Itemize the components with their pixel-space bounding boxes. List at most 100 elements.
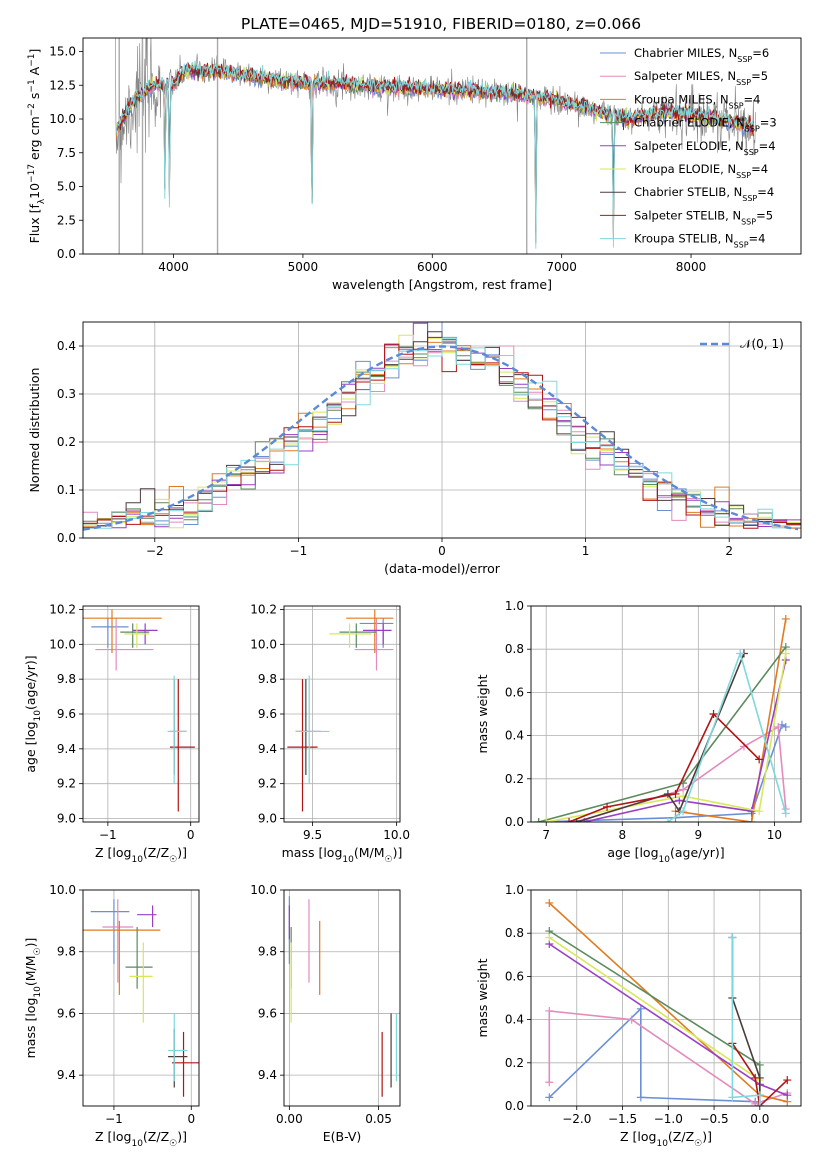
axes-frame: [82, 605, 200, 823]
axes-frame: [530, 889, 802, 1107]
plus-marker: [603, 802, 612, 811]
y-tick-label: 9.0: [57, 812, 76, 826]
x-tick-label: 8000: [676, 260, 707, 274]
legend-entry: Chabrier STELIB, NSSP=4: [634, 185, 774, 203]
y-tick-label: 0.0: [57, 531, 76, 545]
y-tick-label: 12.5: [49, 78, 76, 92]
y-tick-label: 1.0: [505, 599, 524, 613]
plus-marker: [751, 1073, 760, 1082]
y-tick-label: 0.0: [57, 247, 76, 261]
plus-marker: [783, 1076, 792, 1085]
y-tick-label: 9.2: [258, 777, 277, 791]
plus-marker: [783, 1091, 792, 1100]
x-tick-label: 6000: [417, 260, 448, 274]
plus-marker: [781, 649, 790, 658]
plus-marker: [542, 818, 551, 822]
y-axis-label: mass weight: [475, 674, 490, 753]
spectrum-legend: Chabrier MILES, NSSP=6 Salpeter MILES, NS…: [600, 46, 777, 249]
massweight-line: [667, 650, 787, 822]
age-vs-metallicity-panel: −1 09.09.29.49.69.810.010.2Z [log10(Z/Z☉)…: [23, 602, 200, 865]
y-tick-label: 0.2: [505, 772, 524, 786]
axes-frame: [82, 321, 802, 539]
y-tick-label: 0.3: [57, 387, 76, 401]
y-tick-label: 9.4: [57, 742, 76, 756]
x-tick-label: 0: [187, 828, 195, 842]
plus-marker: [679, 807, 688, 816]
x-tick-label: 0: [187, 1112, 195, 1126]
plot-area: [534, 614, 790, 822]
y-tick-label: 1.0: [505, 883, 524, 897]
x-tick-label: 0.00: [276, 1112, 303, 1126]
x-tick-label: 5000: [288, 260, 319, 274]
y-tick-label: 10.0: [49, 883, 76, 897]
y-tick-label: 0.0: [505, 1099, 524, 1113]
axes-frame: [283, 889, 401, 1107]
plus-marker: [709, 710, 718, 718]
y-tick-label: 0.4: [57, 339, 76, 353]
legend-entry: Salpeter MILES, NSSP=5: [634, 69, 768, 87]
plus-marker: [534, 818, 543, 822]
y-tick-label: 0.8: [505, 926, 524, 940]
y-tick-label: 5.0: [57, 180, 76, 194]
y-tick-label: 0.8: [505, 642, 524, 656]
plus-marker: [545, 1006, 554, 1015]
y-tick-label: 9.6: [57, 1006, 76, 1020]
y-tick-label: 9.8: [57, 945, 76, 959]
plot-area: [288, 896, 398, 1097]
plus-marker: [545, 1093, 554, 1102]
y-tick-label: 10.0: [250, 637, 277, 651]
legend-entry: Kroupa STELIB, NSSP=4: [634, 232, 765, 250]
legend-entry: Kroupa ELODIE, NSSP=4: [634, 162, 768, 180]
x-tick-label: 10: [767, 828, 782, 842]
residuals-panel: −2 −1 0 1 2 0.0 0.1 0.2 0.3 0.4 (data-model)/error…: [27, 321, 802, 576]
massweight-line: [731, 1042, 788, 1106]
plus-marker: [636, 1093, 645, 1102]
plus-marker: [627, 1015, 636, 1024]
x-tick-label: 9: [695, 828, 703, 842]
massweight-line: [546, 653, 787, 822]
legend-entry: Chabrier ELODIE, NSSP=3: [634, 116, 777, 134]
y-tick-label: 9.6: [258, 707, 277, 721]
plus-marker: [755, 1102, 764, 1106]
axes-frame: [283, 605, 401, 823]
x-tick-label: −1: [290, 544, 308, 558]
x-axis-label: E(B-V): [323, 1129, 362, 1144]
x-tick-label: −1.5: [608, 1112, 637, 1126]
massweight-line: [675, 618, 787, 822]
model-spectrum-line: [116, 60, 754, 249]
spectrum-panel: 4000 5000 6000 7000 8000 0.0 2.5 5.0 7.5 10.0 12.5…: [27, 37, 802, 292]
plus-marker: [755, 807, 764, 816]
plot-area: [545, 898, 792, 1106]
y-tick-label: 9.8: [258, 945, 277, 959]
plus-marker: [636, 1004, 645, 1013]
x-tick-label: 0.0: [750, 1112, 769, 1126]
plot-area: [83, 322, 801, 531]
plus-marker: [781, 614, 790, 623]
x-tick-label: 2: [725, 544, 733, 558]
plus-marker: [755, 1060, 764, 1069]
plus-marker: [755, 1091, 764, 1100]
y-tick-label: 7.5: [57, 146, 76, 160]
y-tick-label: 0.4: [505, 1013, 524, 1027]
y-tick-label: 9.6: [57, 707, 76, 721]
y-tick-label: 9.4: [258, 1068, 277, 1082]
legend-entry: Salpeter STELIB, NSSP=5: [634, 208, 773, 226]
x-tick-label: 10.0: [383, 828, 410, 842]
plot-area: [287, 609, 394, 812]
x-tick-label: 9.5: [303, 828, 322, 842]
y-tick-label: 0.2: [57, 435, 76, 449]
plus-marker: [736, 649, 745, 658]
plus-marker: [755, 755, 764, 764]
plot-area: [83, 899, 199, 1097]
residual-histogram: [83, 331, 801, 528]
plot-area: [115, 38, 756, 254]
plus-marker: [747, 807, 756, 816]
y-tick-label: 9.8: [258, 672, 277, 686]
y-tick-label: 10.2: [250, 602, 277, 616]
plus-marker: [545, 898, 554, 907]
y-tick-label: 9.2: [57, 777, 76, 791]
y-tick-label: 9.4: [57, 1068, 76, 1082]
plus-marker: [781, 722, 790, 731]
